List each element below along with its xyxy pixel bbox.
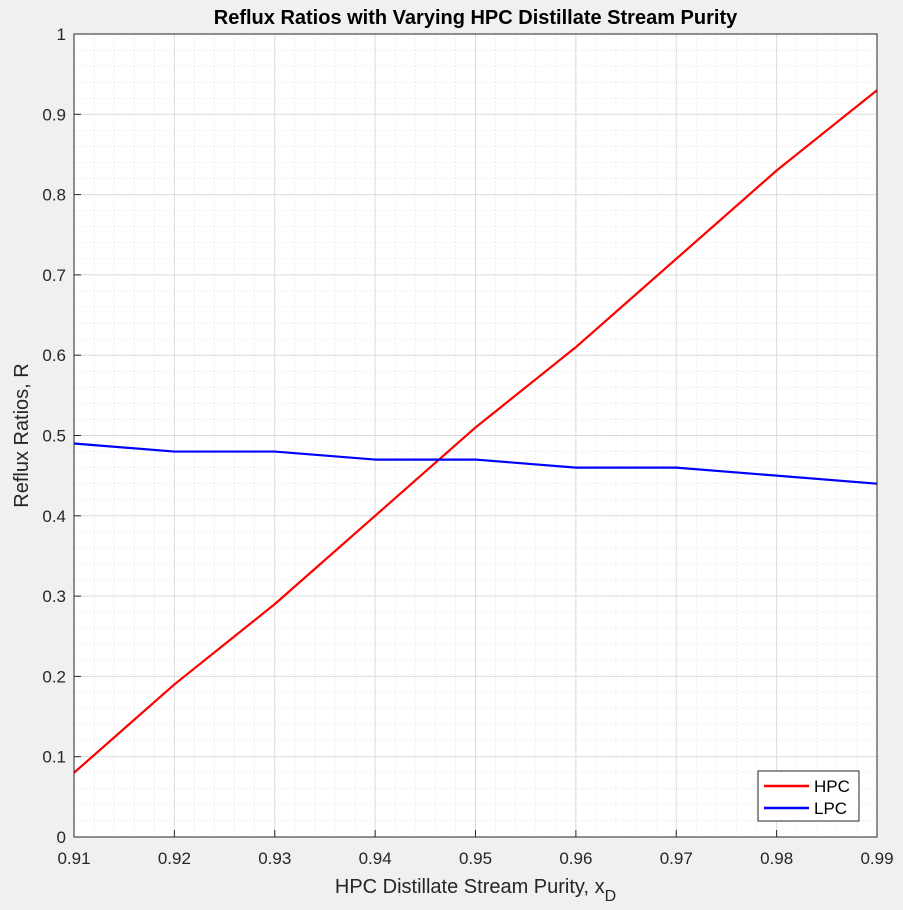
- legend-label-lpc: LPC: [814, 799, 847, 818]
- legend: HPC LPC: [757, 770, 860, 822]
- y-tick-label: 0.2: [42, 667, 66, 686]
- x-axis-label: HPC Distillate Stream Purity, xD: [335, 876, 616, 905]
- x-axis: 0.91 0.92 0.93 0.94 0.95 0.96 0.97 0.98 0.99: [57, 830, 894, 868]
- x-tick-label: 0.92: [158, 849, 191, 868]
- x-axis-label-text: HPC Distillate Stream Purity, x: [335, 876, 605, 898]
- x-tick-label: 0.97: [660, 849, 693, 868]
- x-tick-label: 0.91: [57, 849, 90, 868]
- y-tick-label: 1: [57, 25, 66, 44]
- x-tick-label: 0.95: [459, 849, 492, 868]
- y-tick-label: 0.3: [42, 587, 66, 606]
- legend-box: [757, 770, 860, 822]
- y-tick-label: 0.1: [42, 748, 66, 767]
- y-axis: 0 0.1 0.2 0.3 0.4 0.5 0.6 0.7 0.8 0.9 1: [42, 25, 81, 847]
- x-tick-label: 0.94: [359, 849, 392, 868]
- y-tick-label: 0: [57, 828, 66, 847]
- legend-label-hpc: HPC: [814, 777, 850, 796]
- x-tick-label: 0.98: [760, 849, 793, 868]
- chart-title: Reflux Ratios with Varying HPC Distillat…: [214, 7, 738, 29]
- x-tick-label: 0.93: [258, 849, 291, 868]
- x-tick-label: 0.99: [860, 849, 893, 868]
- y-tick-label: 0.6: [42, 346, 66, 365]
- y-tick-label: 0.7: [42, 266, 66, 285]
- y-tick-label: 0.9: [42, 105, 66, 124]
- y-tick-label: 0.5: [42, 427, 66, 446]
- y-axis-label: Reflux Ratios, R: [11, 363, 33, 508]
- x-tick-label: 0.96: [559, 849, 592, 868]
- x-axis-label-subscript: D: [605, 888, 617, 905]
- y-tick-label: 0.4: [42, 507, 66, 526]
- y-tick-label: 0.8: [42, 186, 66, 205]
